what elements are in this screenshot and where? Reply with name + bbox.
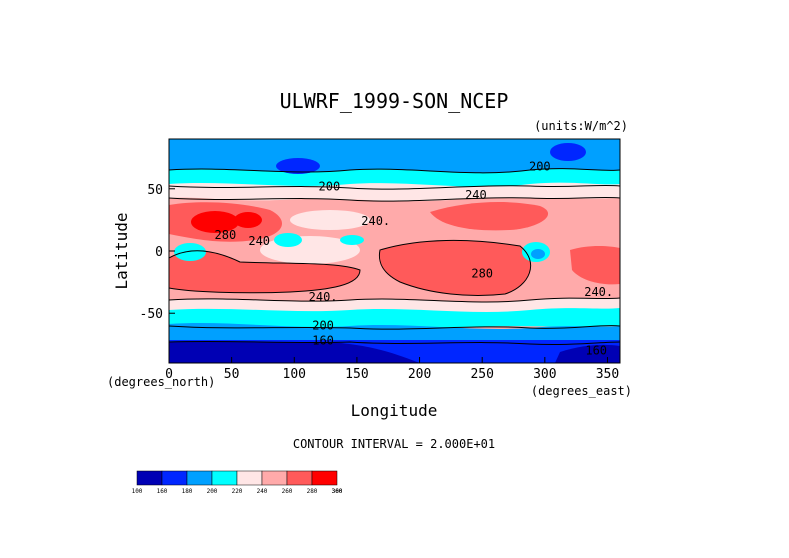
chart-title: ULWRF_1999-SON_NCEP [280,89,509,113]
y-tick-label: 0 [155,245,163,260]
x-axis-label: Longitude [351,401,438,420]
south-light-cyan [169,308,620,330]
colorbar-tick-label: 260 [282,488,293,495]
x-tick-label: 100 [283,367,306,382]
x-tick-label: 0 [165,367,173,382]
colorbar-swatch [186,470,213,486]
contour-label: 240 [248,234,270,248]
north-hot-core-2 [234,212,262,228]
colorbar-tick-label: 300 [332,488,343,495]
colorbar-tick-label: 160 [157,488,168,495]
band-north-light-cyan [169,168,620,190]
x-unit-label: (degrees_east) [531,384,632,398]
america-blue [531,249,545,259]
maritime-cyan-1 [274,233,302,247]
colorbar-tick-label: 240 [257,488,268,495]
colorbar-tick-label: 100 [132,488,143,495]
colorbar-swatch [236,470,263,486]
x-tick-label: 200 [408,367,431,382]
band-north-pale [169,182,620,202]
x-tick-label: 150 [345,367,368,382]
colorbar-swatch [136,470,163,486]
contour-label: 160 [585,344,607,358]
y-unit-label: (degrees_north) [107,375,215,389]
contour-label: 200 [319,179,341,193]
y-axis-label: Latitude [112,212,131,289]
north-pale-patch [290,210,370,230]
equator-warm-pacific [379,240,531,296]
y-tick-label: 50 [147,183,163,198]
contour-label: 240. [309,290,338,304]
x-tick-label: 50 [224,367,240,382]
colorbar-tick-label: 180 [182,488,193,495]
contour-label: 160 [312,334,334,348]
colorbar-swatch [211,470,238,486]
units-label: (units:W/m^2) [534,119,628,133]
contour-label: 280 [215,228,237,242]
south-polar-dark-east [555,344,620,363]
colorbar-swatch [286,470,313,486]
colorbar-tick-label: 200 [207,488,218,495]
x-tick-label: 300 [533,367,556,382]
contour-interval-footer: CONTOUR INTERVAL = 2.000E+01 [293,437,495,451]
colorbar-swatch [261,470,288,486]
equator-warm-east [570,246,620,285]
north-hot-core [191,211,239,233]
africa-cyan [174,243,206,261]
colorbar-swatch [311,470,338,486]
north-subtropic-warm-east [430,202,549,231]
contour-label: 200 [529,159,551,173]
contour-label: 280 [471,266,493,280]
contour-label: 240 [465,188,487,202]
north-blob-dark [276,158,320,174]
x-tick-label: 250 [470,367,493,382]
y-tick-label: -50 [140,307,163,322]
maritime-cyan-2 [340,235,364,245]
y-axis-ticks: -50 0 50 [140,183,175,322]
x-axis-ticks: 0 50 100 150 200 250 300 350 [165,357,619,382]
colorbar-tick-label: 220 [232,488,243,495]
contour-lines [169,168,620,346]
colorbar-swatch [161,470,188,486]
colorbar-tick-label: 360 [332,488,343,495]
north-blob-dark-east [550,143,586,161]
colorbar-tick-label: 280 [307,488,318,495]
equator-warm-west [169,250,360,293]
x-tick-label: 350 [596,367,619,382]
contour-label: 200 [312,319,334,333]
contour-label: 240. [584,285,613,299]
contour-label: 240. [361,214,390,228]
